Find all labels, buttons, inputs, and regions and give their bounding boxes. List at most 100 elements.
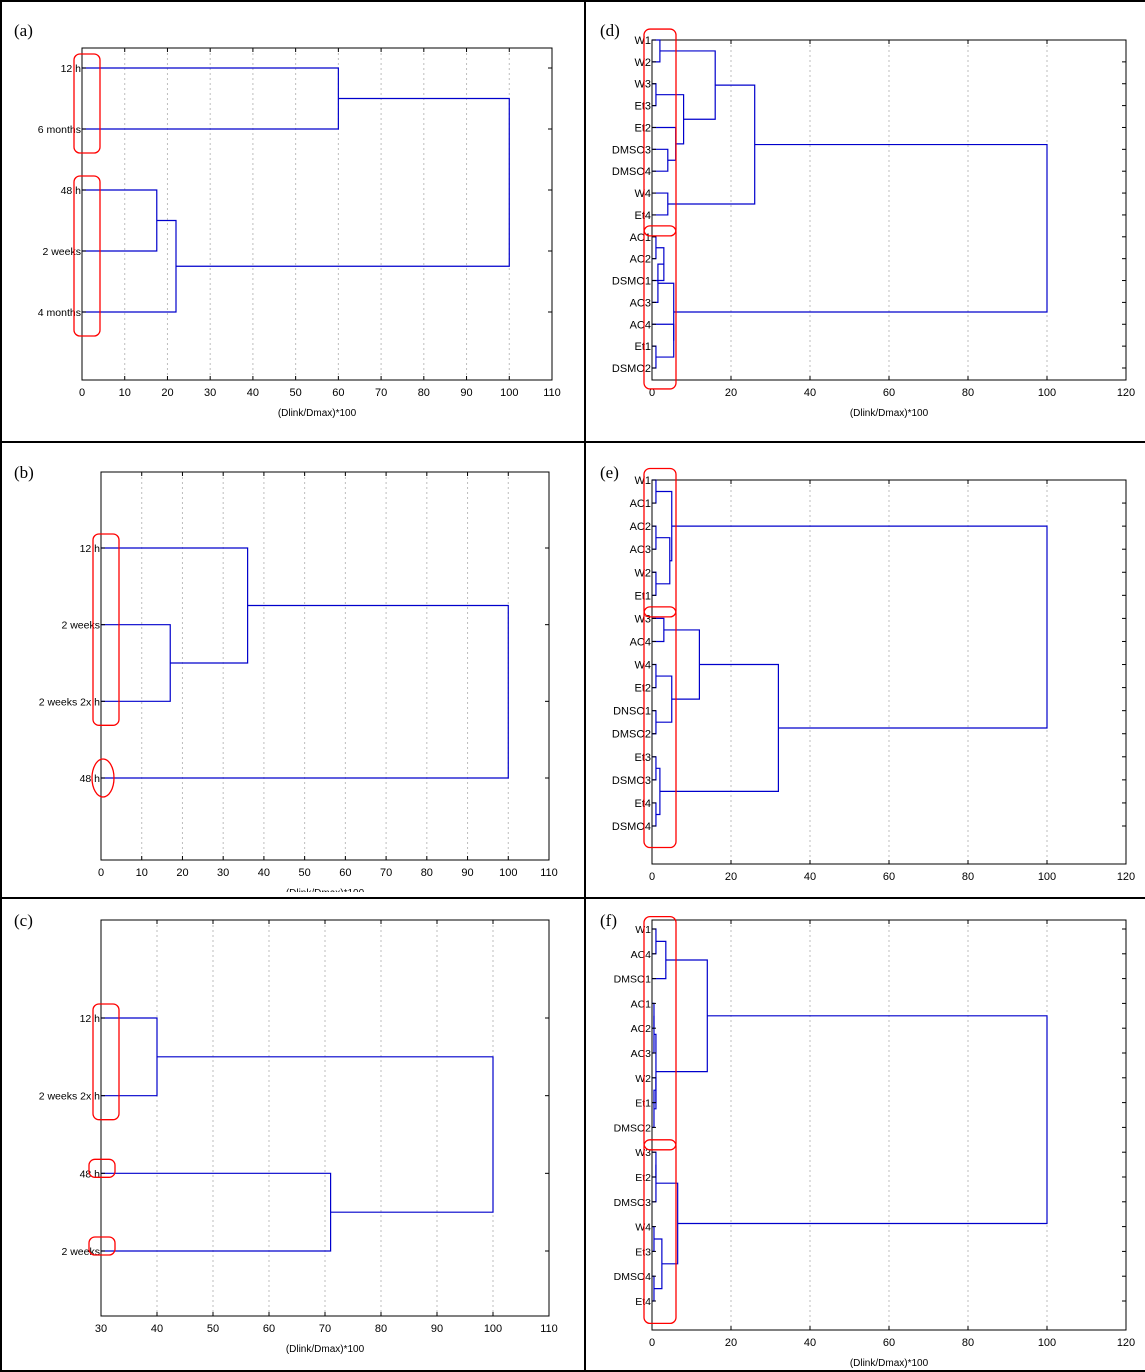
x-tick-label: 30 (217, 867, 229, 879)
cluster-highlight-box (88, 1158, 116, 1178)
x-tick-label: 40 (151, 1323, 163, 1335)
x-tick-label: 80 (421, 867, 433, 879)
leaf-label: DMSO2 (612, 729, 651, 741)
leaf-label: 2 weeks (61, 620, 100, 632)
cluster-highlight-box (643, 1139, 677, 1325)
leaf-label: AC4 (630, 319, 651, 331)
cluster-highlight-box (643, 225, 677, 390)
x-tick-label: 70 (375, 387, 387, 399)
leaf-label: Et1 (634, 590, 651, 602)
panel-label: (e) (600, 463, 619, 482)
dendrogram-a-svg: (a) 0 10 20 30 40 50 60 70 80 90 100 110 (Dlink/Dmax)… (14, 21, 561, 419)
leaf-label: 12 h (80, 543, 101, 555)
x-tick-label: 50 (290, 387, 302, 399)
leaf-label: Et2 (635, 1172, 651, 1184)
leaf-label: AC3 (630, 297, 651, 309)
x-tick-label: 0 (649, 871, 655, 883)
leaf-label: AC4 (630, 636, 651, 648)
leaf-label: W1 (635, 475, 652, 487)
x-axis-label: (Dlink/Dmax)*100 (850, 408, 929, 419)
outer-border-top (0, 0, 1145, 2)
dendrogram-panel-a: (a) 0 10 20 30 40 50 60 70 80 90 100 110 (Dlink/Dmax)… (6, 18, 566, 430)
x-tick-label: 60 (883, 1337, 895, 1349)
x-tick-label: 100 (499, 867, 517, 879)
x-tick-label: 110 (543, 387, 561, 399)
leaf-label: DMSO3 (614, 1197, 652, 1209)
dendrogram-link (652, 192, 669, 216)
x-tick-label: 10 (136, 867, 148, 879)
x-tick-label: 90 (431, 1323, 443, 1335)
x-tick-label: 40 (247, 387, 259, 399)
x-tick-label: 80 (962, 387, 974, 399)
x-axis-label: (Dlink/Dmax)*100 (278, 408, 357, 419)
leaf-label: W1 (635, 35, 652, 47)
outer-border-bottom (0, 1370, 1145, 1372)
x-tick-label: 10 (119, 387, 131, 399)
dendrogram-link (157, 1056, 494, 1213)
dendrogram-link (671, 525, 1048, 729)
x-tick-label: 0 (98, 867, 104, 879)
x-tick-label: 110 (540, 867, 558, 879)
dendrogram-link (652, 323, 675, 358)
leaf-label: W3 (635, 1147, 651, 1159)
dendrogram-d-svg: (d) 0 20 40 60 80 100 120 (Dlink/Dmax)*100 W1 W2 W3… (600, 21, 1135, 419)
leaf-label: AC1 (631, 998, 652, 1010)
plot-area (81, 47, 553, 381)
dendrogram-link (101, 604, 509, 779)
leaf-label: Et3 (635, 1246, 651, 1258)
x-tick-label: 20 (725, 1337, 737, 1349)
x-tick-label: 80 (418, 387, 430, 399)
x-tick-label: 50 (299, 867, 311, 879)
cluster-highlight-box (643, 915, 677, 1151)
leaf-label: AC2 (630, 521, 651, 533)
dendrogram-c-svg: (c) 30 40 50 60 70 80 90 100 110 (Dlink/Dmax)*100 1… (14, 911, 558, 1355)
dendrogram-link (677, 1015, 1048, 1225)
leaf-label: DNSO1 (613, 706, 651, 718)
leaf-label: DSMO4 (612, 821, 651, 833)
cluster-highlight-box (643, 28, 677, 237)
x-tick-label: 80 (962, 1337, 974, 1349)
dendrogram-panel-e: (e)020406080100120(Dlink/Dmax)*100W1AC1A… (592, 460, 1145, 892)
dendrogram-link (655, 959, 708, 1073)
x-axis-label: (Dlink/Dmax)*100 (286, 888, 365, 892)
leaf-label: 48 h (80, 773, 101, 785)
dendrogram-panel-b: (b) 0 10 20 30 40 50 60 70 80 90 100 110 (Dlink/Dmax)… (6, 460, 566, 892)
leaf-label: Et3 (634, 101, 651, 113)
cluster-highlight-box (643, 606, 677, 849)
leaf-label: AC1 (630, 498, 651, 510)
x-tick-label: 120 (1117, 1337, 1135, 1349)
x-tick-label: 60 (339, 867, 351, 879)
leaf-label: 4 months (38, 307, 81, 319)
x-tick-label: 100 (500, 387, 518, 399)
x-tick-label: 40 (804, 387, 816, 399)
x-tick-label: 90 (461, 867, 473, 879)
leaf-label: 48 h (61, 185, 82, 197)
x-tick-label: 100 (484, 1323, 502, 1335)
leaf-label: AC3 (630, 544, 651, 556)
x-tick-label: 120 (1117, 387, 1135, 399)
leaf-label: AC2 (630, 254, 651, 266)
x-tick-label: 70 (319, 1323, 331, 1335)
dendrogram-link (652, 148, 669, 172)
dendrogram-panel-d: (d) 0 20 40 60 80 100 120 (Dlink/Dmax)*100 W1 W2 W3… (592, 18, 1145, 436)
cluster-highlight-box (88, 1236, 116, 1256)
cluster-highlight-box (92, 533, 120, 726)
leaf-label: 2 weeks 2x h (39, 1091, 100, 1103)
x-tick-label: 40 (804, 1337, 816, 1349)
x-tick-label: 30 (95, 1323, 107, 1335)
x-tick-label: 120 (1117, 871, 1135, 883)
leaf-label: DMSO3 (612, 144, 651, 156)
dendrogram-panel-f: (f) 0 20 40 60 80 100 120 (Dlink/Dmax)*100 W1 AC4 D… (592, 908, 1145, 1368)
leaf-label: W2 (635, 57, 652, 69)
x-tick-label: 60 (332, 387, 344, 399)
x-tick-label: 0 (79, 387, 85, 399)
cluster-highlight-circle (91, 758, 115, 798)
leaf-label: 12 h (80, 1013, 101, 1025)
leaf-label: 2 weeks (42, 246, 81, 258)
leaf-label: Et2 (634, 683, 651, 695)
x-tick-label: 20 (161, 387, 173, 399)
leaf-label: W3 (635, 79, 652, 91)
panel-label: (b) (14, 463, 34, 482)
outer-border-left (0, 0, 2, 1372)
